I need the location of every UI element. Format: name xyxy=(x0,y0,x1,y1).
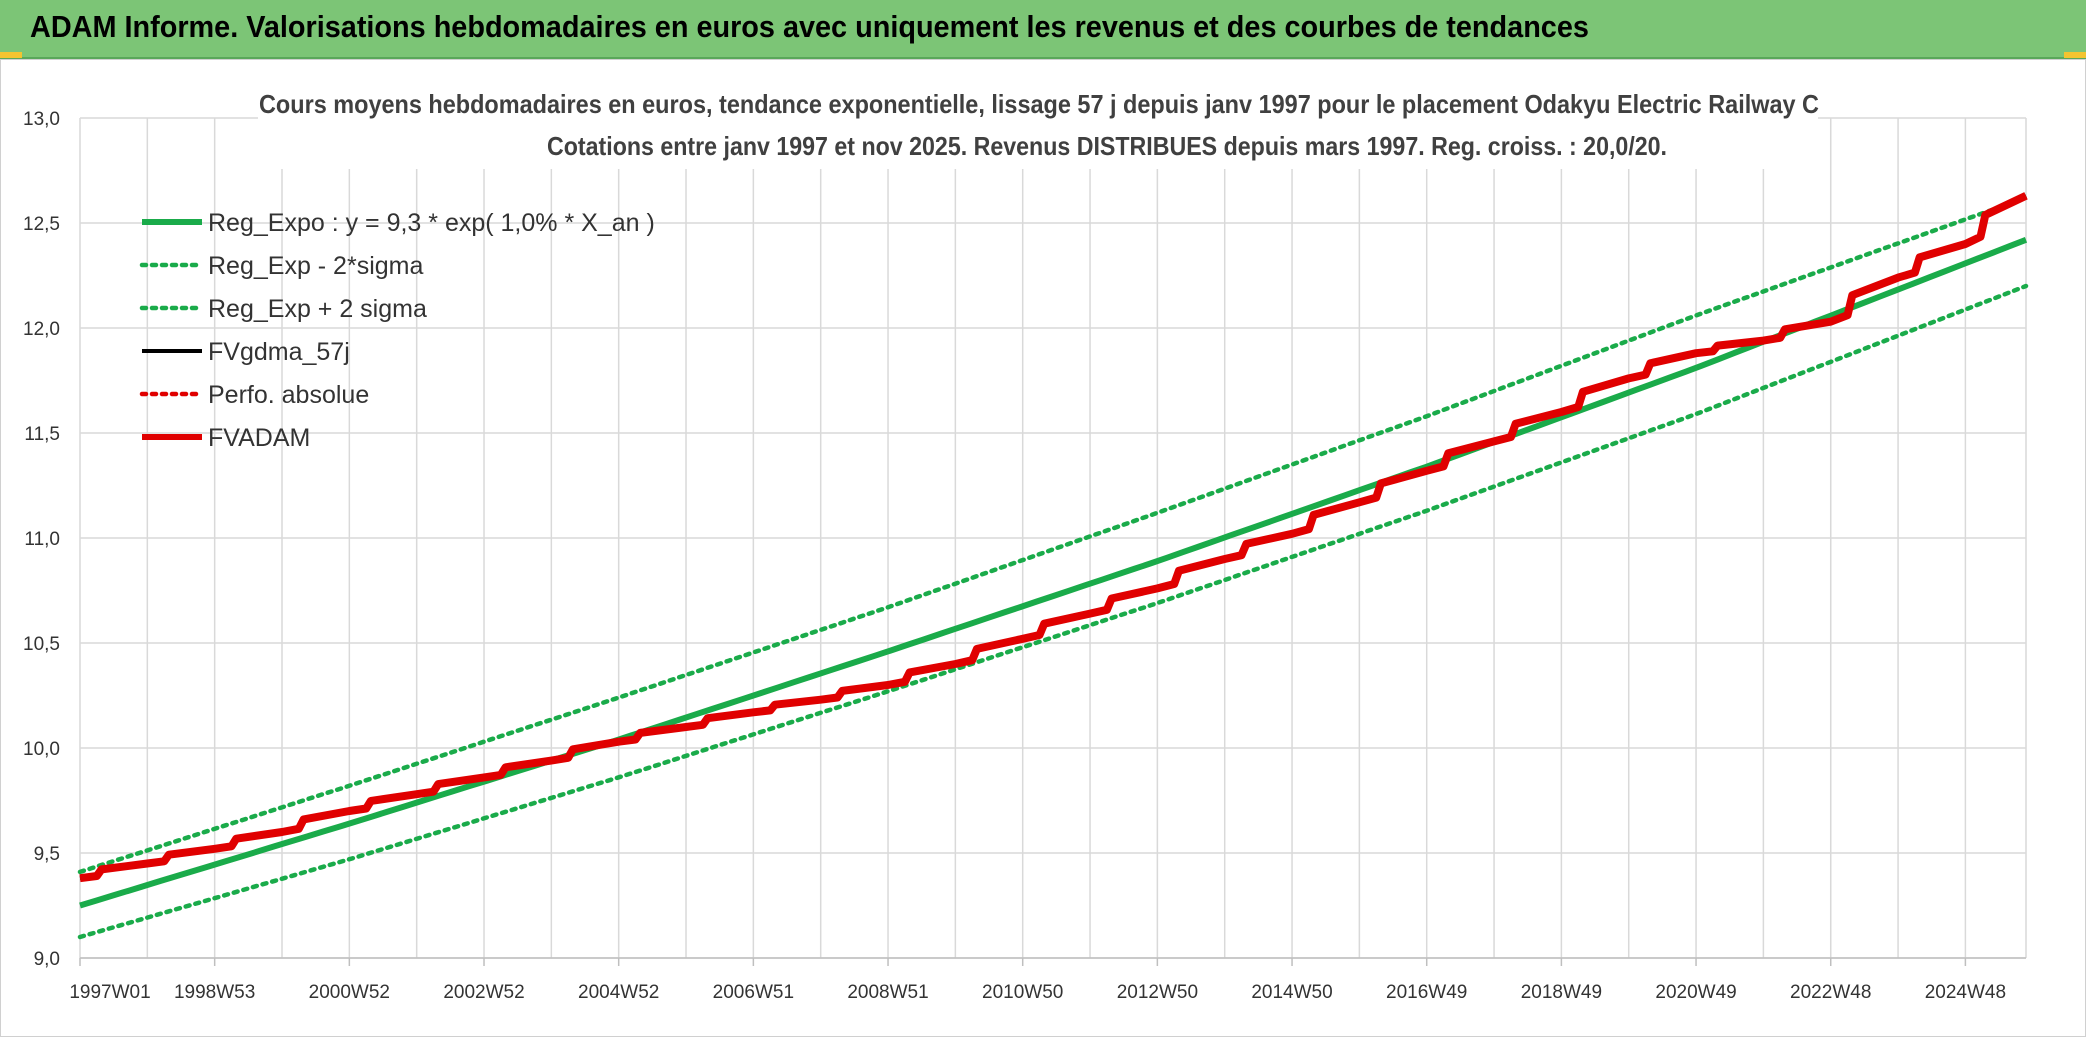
legend-label: FVADAM xyxy=(208,424,310,452)
y-tick-label: 12,5 xyxy=(23,214,60,235)
x-tick-label: 1998W53 xyxy=(174,982,255,1003)
legend-label: Reg_Exp + 2 sigma xyxy=(208,295,427,323)
y-tick-label: 11,5 xyxy=(24,424,60,445)
y-tick-label: 9,0 xyxy=(34,949,60,970)
x-tick-label: 2018W49 xyxy=(1521,982,1602,1003)
chart-subtitle: Cotations entre janv 1997 et nov 2025. R… xyxy=(547,131,1667,161)
x-tick-label: 2000W52 xyxy=(309,982,390,1003)
axis-ticks: 9,0 9,5 10,0 10,5 11,0 11,5 12,0 12,5 13,0 1997W0… xyxy=(23,109,2026,1003)
x-tick-label: 2014W50 xyxy=(1251,982,1332,1003)
x-tick-label: 2012W50 xyxy=(1117,982,1198,1003)
y-tick-label: 10,5 xyxy=(23,634,60,655)
x-tick-label: 2008W51 xyxy=(847,982,928,1003)
series-line-5 xyxy=(79,192,2028,883)
x-tick-label: 2016W49 xyxy=(1386,982,1467,1003)
corner-mark-right xyxy=(2064,52,2086,58)
legend: Reg_Expo : y = 9,3 * exp( 1,0% * X_an ) R… xyxy=(139,209,655,452)
x-tick-label: 2002W52 xyxy=(443,982,524,1003)
chart-frame xyxy=(0,59,2086,1037)
x-tick-label: 2024W48 xyxy=(1925,982,2006,1003)
x-tick-label: 2010W50 xyxy=(982,982,1063,1003)
grid xyxy=(79,117,2027,959)
chart-title: Cours moyens hebdomadaires en euros, ten… xyxy=(259,89,1819,119)
x-tick-label: 2022W48 xyxy=(1790,982,1871,1003)
series-line-1 xyxy=(77,283,2029,940)
legend-label: Perfo. absolue xyxy=(208,381,369,409)
series-line-2 xyxy=(77,195,2029,875)
title-background xyxy=(258,83,1818,169)
legend-label: FVgdma_57j xyxy=(208,338,350,366)
series-line-0 xyxy=(79,237,2028,909)
y-tick-label: 10,0 xyxy=(23,739,60,760)
series xyxy=(77,192,2029,940)
corner-mark-left xyxy=(0,52,22,58)
y-tick-label: 11,0 xyxy=(24,529,60,550)
x-tick-label: 2020W49 xyxy=(1655,982,1736,1003)
header-banner: ADAM Informe. Valorisations hebdomadaire… xyxy=(0,0,2086,59)
y-tick-label: 13,0 xyxy=(23,109,60,130)
page-title: ADAM Informe. Valorisations hebdomadaire… xyxy=(30,9,1589,44)
x-tick-label: 1997W01 xyxy=(69,982,150,1003)
chart-titles: Cours moyens hebdomadaires en euros, ten… xyxy=(258,83,1819,169)
x-tick-label: 2006W51 xyxy=(713,982,794,1003)
legend-label: Reg_Exp - 2*sigma xyxy=(208,252,423,280)
x-tick-label: 2004W52 xyxy=(578,982,659,1003)
legend-label: Reg_Expo : y = 9,3 * exp( 1,0% * X_an ) xyxy=(208,209,655,237)
y-tick-label: 12,0 xyxy=(23,319,60,340)
y-tick-label: 9,5 xyxy=(34,844,60,865)
